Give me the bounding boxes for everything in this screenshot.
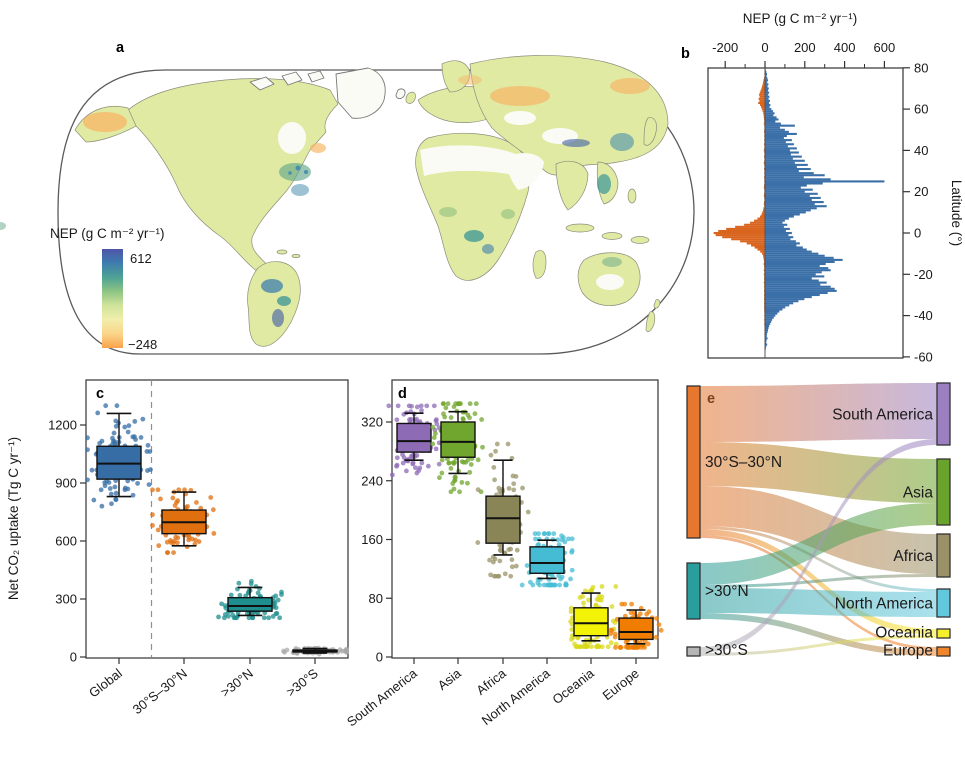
map-legend-title: NEP (g C m⁻² yr⁻¹) bbox=[50, 226, 165, 241]
zone-continent-sankey: 30°S–30°N >30°N >30°S South America Asia Afri… bbox=[686, 382, 951, 660]
ytick-label: 160 bbox=[361, 532, 383, 547]
node-as bbox=[936, 458, 951, 526]
ytick-label: 320 bbox=[361, 415, 383, 430]
ytick-label: 0 bbox=[376, 650, 383, 665]
node-label-trop: 30°S–30°N bbox=[705, 454, 782, 471]
sankey-ribbons bbox=[700, 383, 937, 656]
desert-patches bbox=[278, 111, 624, 290]
ribbon-n30-eu bbox=[700, 613, 937, 656]
map-colorbar-max: 612 bbox=[130, 251, 152, 266]
pb-ytick: 80 bbox=[914, 60, 928, 75]
box-europe bbox=[608, 601, 664, 650]
box-global bbox=[85, 403, 153, 509]
node-af bbox=[936, 533, 951, 578]
continents bbox=[74, 55, 669, 347]
xtick-label: 30°S–30°N bbox=[130, 666, 190, 718]
pb-xtick: -200 bbox=[712, 40, 738, 55]
pb-ytick: 40 bbox=[914, 143, 928, 158]
panel-label-b: b bbox=[681, 46, 690, 62]
ribbon-trop-sa bbox=[700, 383, 937, 442]
ytick-label: 900 bbox=[55, 476, 77, 491]
ribbon-n30-as bbox=[700, 503, 937, 585]
uptake-by-zone-boxplot: 0 300 600 900 1200 Global 30°S–30°N >30°N >30°S N… bbox=[6, 379, 349, 718]
pb-xtick: 200 bbox=[794, 40, 816, 55]
ribbon-trop-na bbox=[700, 526, 937, 592]
node-label-sa: South America bbox=[832, 407, 933, 424]
latitude-profile-chart: -200 0 200 400 600806040200-20-40-60Latitude… bbox=[707, 40, 964, 364]
greenland-arctic bbox=[249, 67, 406, 119]
ribbon-trop-af bbox=[700, 486, 937, 574]
lakes bbox=[288, 165, 308, 175]
box-south-america bbox=[386, 403, 442, 478]
box-asia bbox=[430, 401, 485, 495]
node-label-n30: >30°N bbox=[705, 583, 749, 600]
pb-ytick: 20 bbox=[914, 184, 928, 199]
map-colorbar bbox=[102, 249, 123, 348]
xtick-label: >30°S bbox=[283, 665, 321, 699]
pb-ylabel: Latitude (°) bbox=[949, 180, 964, 246]
box-30-s-30-n bbox=[150, 487, 217, 555]
ribbon-trop-oc bbox=[700, 529, 937, 635]
y-axis-title: Net CO₂ uptake (Tg C yr⁻¹) bbox=[6, 437, 21, 600]
map-colorbar-min: −248 bbox=[128, 337, 158, 352]
node-s30 bbox=[686, 646, 701, 657]
panel-b-title: NEP (g C m⁻² yr⁻¹) bbox=[742, 11, 858, 26]
ytick-label: 600 bbox=[55, 534, 77, 549]
pb-xtick: 400 bbox=[834, 40, 856, 55]
node-n30 bbox=[686, 562, 701, 620]
map-outline bbox=[57, 69, 695, 355]
ytick-label: 300 bbox=[55, 592, 77, 607]
uptake-by-continent-boxplot: 0 80 160 240 320 South America Asia AfricaNorth… bbox=[344, 379, 664, 729]
ytick-label: 240 bbox=[361, 473, 383, 488]
ribbon-s30-sa bbox=[700, 439, 937, 653]
xtick-label: Global bbox=[86, 665, 125, 700]
ytick-label: 0 bbox=[70, 650, 77, 665]
node-na bbox=[936, 588, 951, 618]
pb-ytick: 60 bbox=[914, 102, 928, 117]
panel-label-a: a bbox=[116, 40, 125, 56]
xtick-label: Asia bbox=[435, 665, 465, 693]
node-label-oc: Oceania bbox=[875, 625, 933, 642]
pb-ytick: 0 bbox=[914, 226, 921, 241]
node-label-eu: Europe bbox=[883, 643, 933, 660]
node-trop bbox=[686, 385, 701, 539]
negative-nep-patches bbox=[83, 75, 650, 153]
xtick-label: Europe bbox=[600, 666, 642, 704]
node-label-as: Asia bbox=[903, 485, 934, 502]
xtick-label: South America bbox=[344, 665, 420, 729]
ytick-label: 1200 bbox=[48, 418, 77, 433]
ribbon-n30-na bbox=[700, 588, 937, 617]
pb-ytick: -40 bbox=[914, 308, 933, 323]
pb-ytick: -60 bbox=[914, 349, 933, 364]
node-oc bbox=[936, 628, 951, 639]
pb-xtick: 600 bbox=[874, 40, 896, 55]
box-africa bbox=[475, 441, 531, 579]
panel-label-d: d bbox=[398, 386, 407, 402]
xtick-label: North America bbox=[479, 665, 554, 728]
node-label-s30: >30°S bbox=[705, 642, 748, 659]
pb-xtick: 0 bbox=[761, 40, 768, 55]
xtick-label: Africa bbox=[473, 665, 509, 698]
node-label-na: North America bbox=[835, 596, 934, 613]
ribbon-trop-as bbox=[700, 442, 937, 503]
panel-label-e: e bbox=[707, 391, 716, 407]
ribbon-n30-af bbox=[700, 574, 937, 588]
ribbon-s30-oc bbox=[700, 635, 937, 656]
ribbon-trop-eu bbox=[700, 535, 937, 650]
node-eu bbox=[936, 646, 951, 657]
xtick-label: Oceania bbox=[549, 665, 597, 707]
box--30-n bbox=[216, 578, 284, 621]
panel-label-c: c bbox=[96, 386, 105, 402]
latitude-bars bbox=[713, 68, 885, 350]
box--30-s bbox=[281, 645, 349, 657]
box-north-america bbox=[519, 531, 575, 588]
node-label-af: Africa bbox=[893, 548, 933, 565]
node-sa bbox=[936, 382, 951, 446]
xtick-label: >30°N bbox=[218, 666, 256, 700]
pb-ytick: -20 bbox=[914, 267, 933, 282]
box-oceania bbox=[568, 584, 619, 650]
ytick-label: 80 bbox=[369, 591, 383, 606]
